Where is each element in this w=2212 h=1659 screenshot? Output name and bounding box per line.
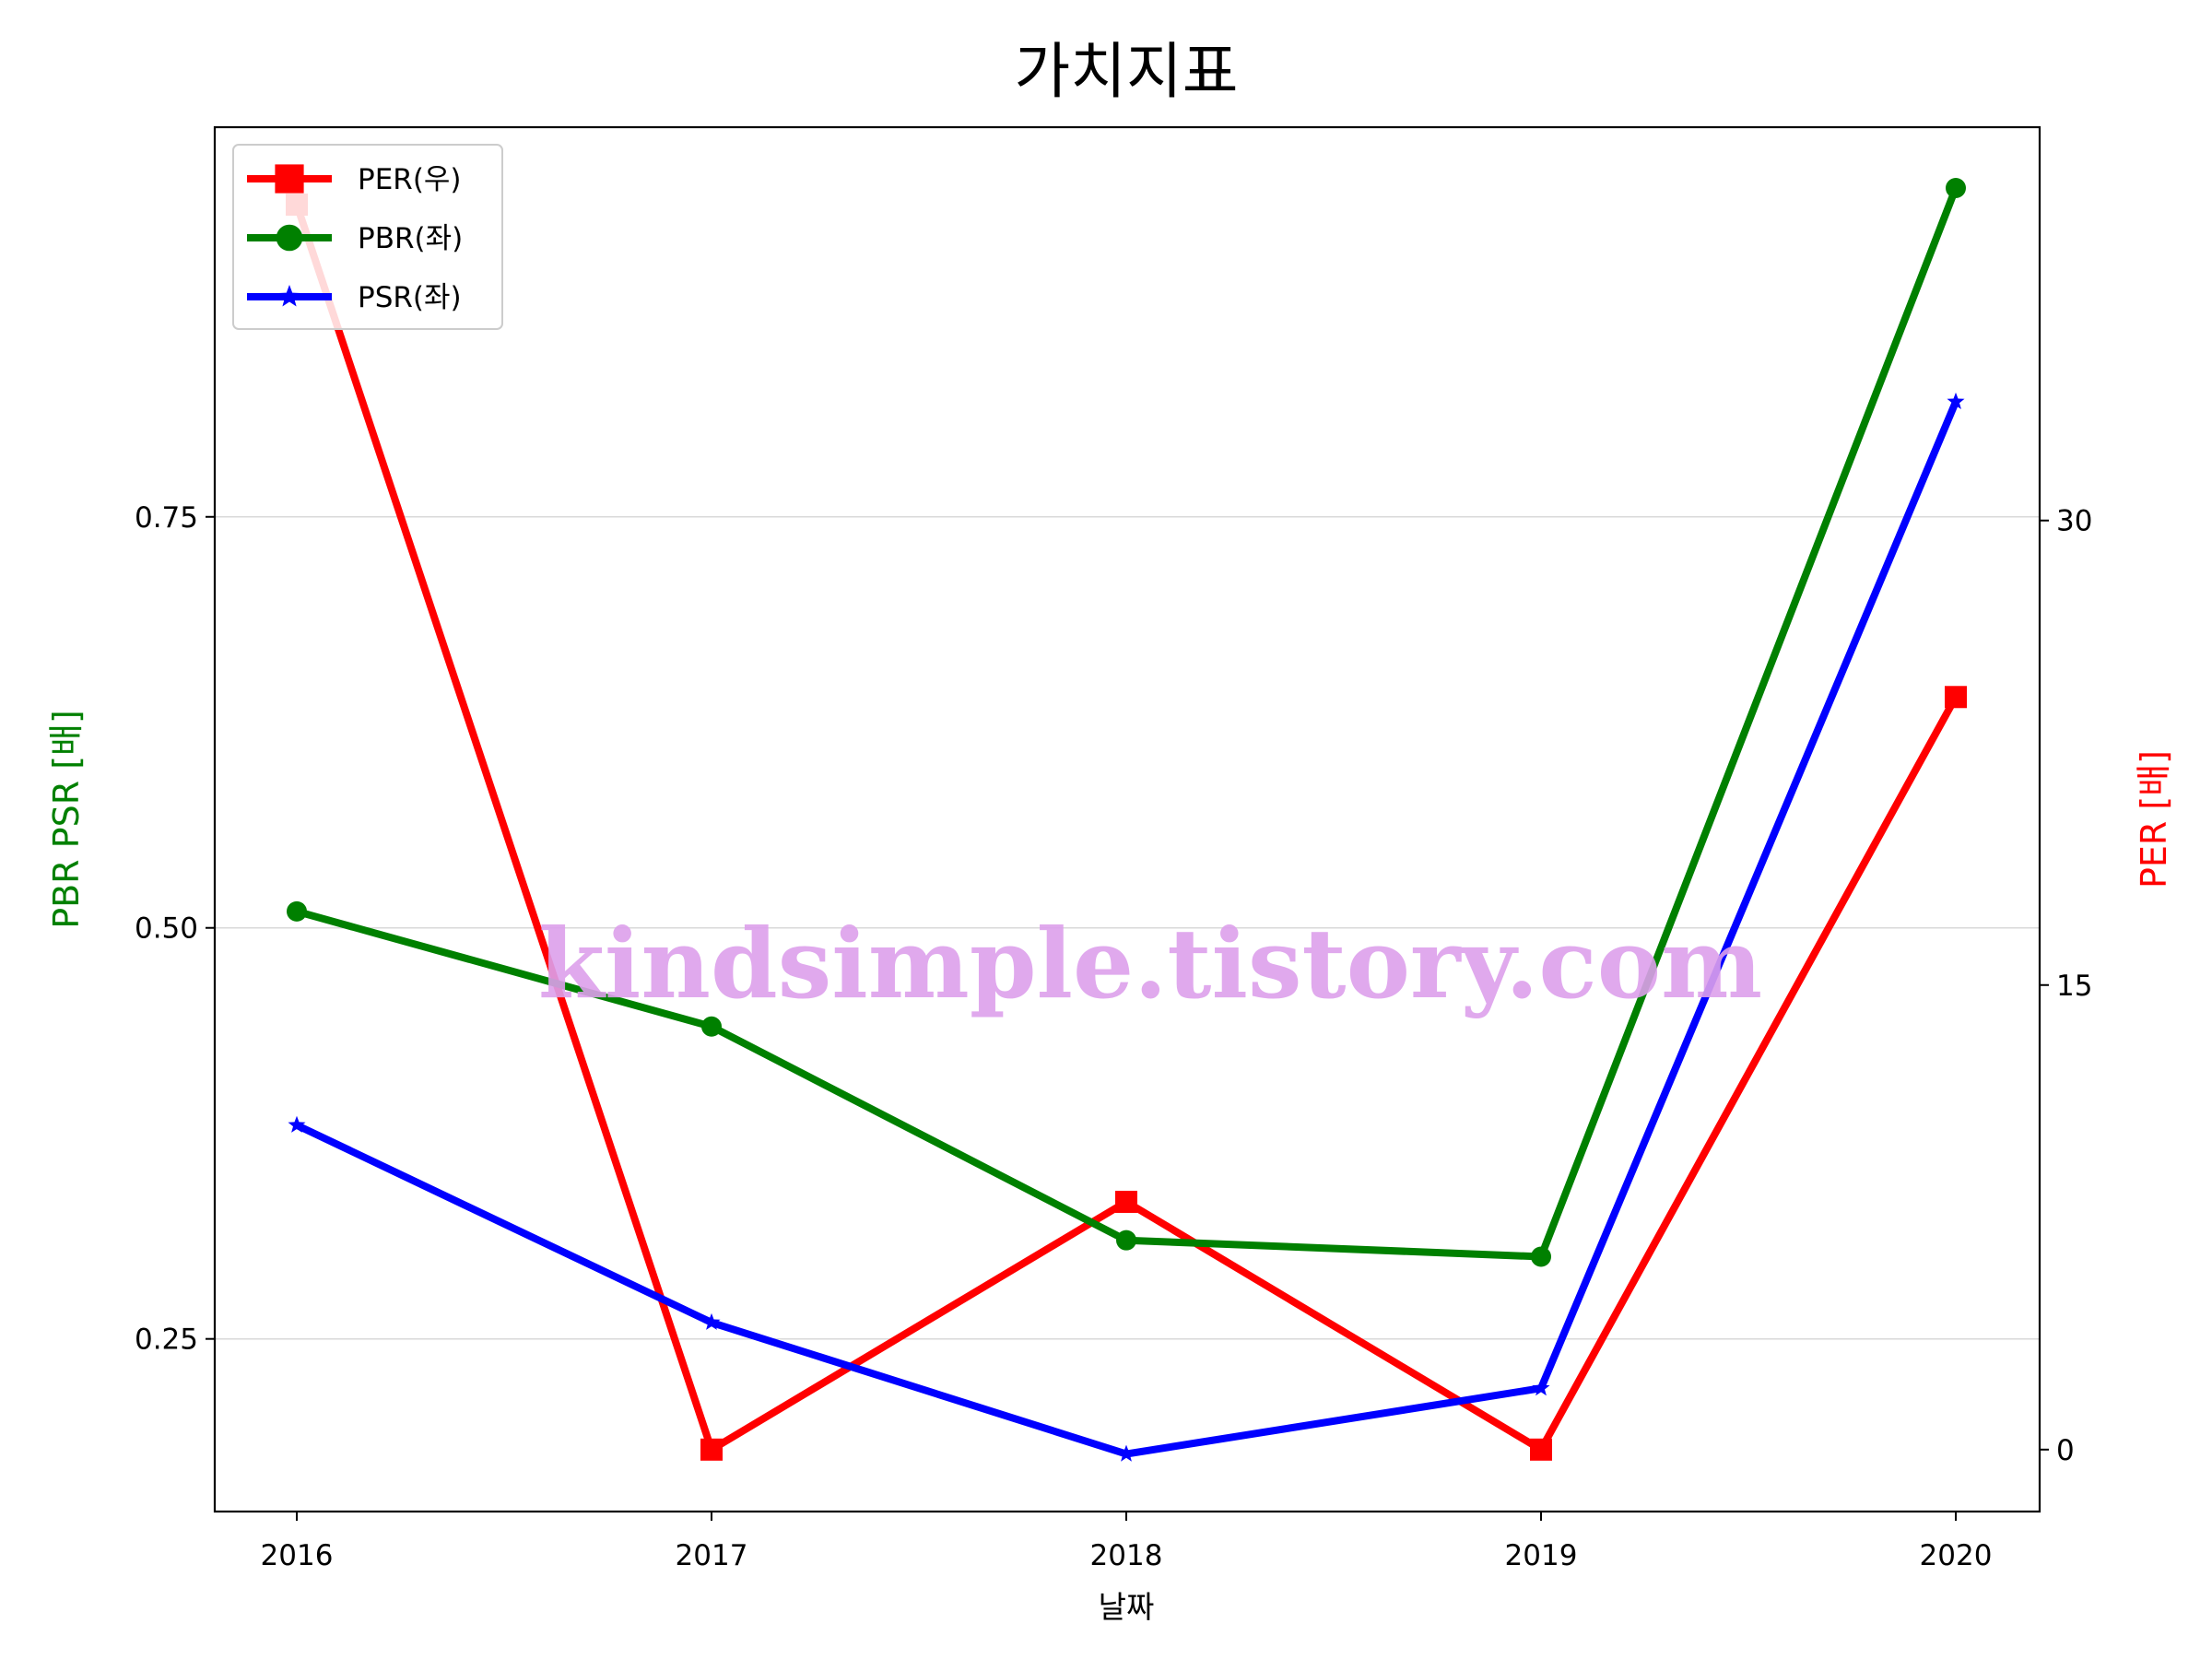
- legend-label-2: PSR(좌): [358, 281, 462, 314]
- legend-marker-2: [277, 285, 301, 307]
- series-0-point-4: [1945, 686, 1967, 709]
- legend-marker-0: [275, 164, 304, 194]
- left-tick-label-0: 0.25: [135, 1324, 198, 1357]
- x-tick-label-0: 2016: [261, 1539, 334, 1572]
- right-tick-label-2: 30: [2056, 505, 2092, 538]
- series-2-point-4: [1947, 392, 1965, 409]
- right-tick-label-0: 0: [2056, 1434, 2075, 1467]
- x-tick-label-1: 2017: [676, 1539, 748, 1572]
- series-1-point-1: [701, 1016, 722, 1037]
- x-axis-label: 날짜: [1099, 1589, 1155, 1625]
- left-y-axis: 0.25 0.50 0.75: [135, 501, 215, 1357]
- x-tick-label-2: 2018: [1090, 1539, 1163, 1572]
- left-tick-label-1: 0.50: [135, 912, 198, 946]
- series-lines: [286, 178, 1967, 1462]
- legend: PER(우) PBR(좌) PSR(좌): [232, 144, 503, 330]
- series-1-point-0: [287, 900, 307, 922]
- legend-items: PER(우) PBR(좌) PSR(좌): [247, 163, 463, 314]
- series-1-point-3: [1531, 1246, 1551, 1267]
- left-tick-label-2: 0.75: [135, 501, 198, 535]
- legend-item-1: PBR(좌): [247, 222, 463, 255]
- series-2: [288, 392, 1965, 1462]
- series-2-point-1: [702, 1312, 721, 1330]
- series-0: [286, 194, 1967, 1461]
- watermark: kindsimple.tistory.com: [538, 907, 1762, 1020]
- legend-item-0: PER(우): [247, 163, 462, 196]
- series-0-point-3: [1530, 1438, 1552, 1461]
- legend-label-1: PBR(좌): [358, 222, 463, 255]
- series-2-point-3: [1532, 1379, 1550, 1396]
- legend-label-0: PER(우): [358, 163, 462, 196]
- left-y-axis-label: PBR PSR [배]: [46, 710, 87, 929]
- legend-item-2: PSR(좌): [247, 281, 462, 314]
- x-tick-label-3: 2019: [1505, 1539, 1578, 1572]
- series-1-point-4: [1946, 178, 1966, 199]
- series-1: [287, 178, 1966, 1267]
- x-tick-label-4: 2020: [1920, 1539, 1993, 1572]
- right-tick-label-1: 15: [2056, 970, 2092, 1003]
- series-2-point-0: [288, 1115, 306, 1133]
- x-axis: 2016 2017 2018 2019 2020: [261, 1512, 1993, 1572]
- legend-marker-1: [276, 224, 303, 252]
- chart-title: 가치지표: [1015, 36, 1239, 107]
- right-y-axis-label: PER [배]: [2134, 750, 2174, 888]
- right-y-axis: 0 15 30: [2040, 505, 2092, 1467]
- series-2-point-2: [1117, 1444, 1135, 1462]
- series-1-point-2: [1116, 1230, 1136, 1251]
- series-0-point-2: [1115, 1190, 1137, 1213]
- series-0-point-1: [700, 1438, 723, 1461]
